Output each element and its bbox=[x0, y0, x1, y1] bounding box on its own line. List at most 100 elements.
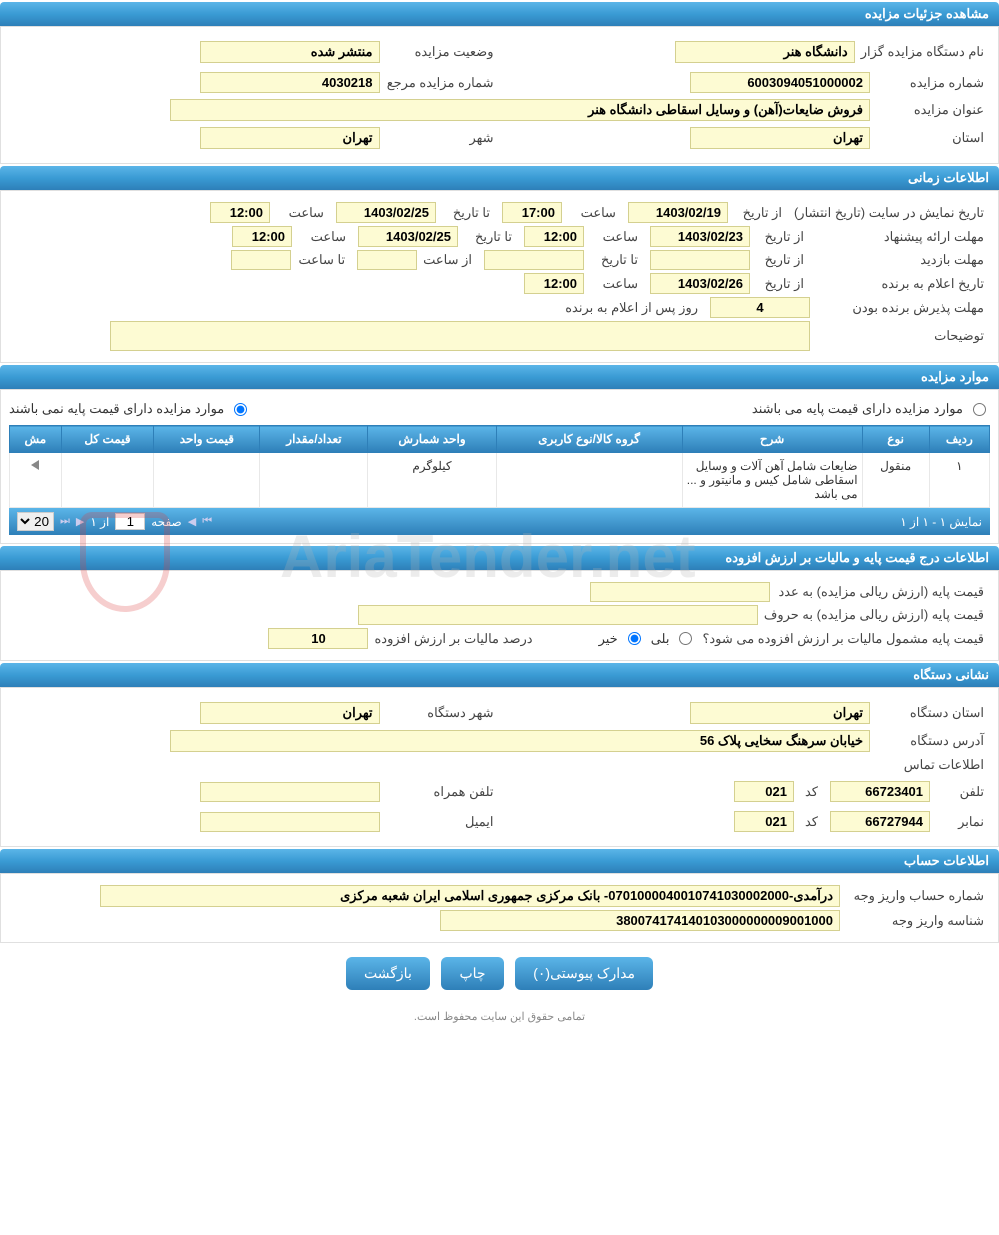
expand-icon[interactable] bbox=[31, 460, 39, 470]
province-value: تهران bbox=[690, 127, 870, 149]
table-header: گروه کالا/نوع کاربری bbox=[496, 426, 682, 453]
vat-pct-label: درصد مالیات بر ارزش افزوده bbox=[368, 629, 538, 649]
vat-pct-value: 10 bbox=[268, 628, 368, 649]
pager-display: نمایش ۱ - ۱ از ۱ bbox=[900, 515, 982, 529]
table-cell bbox=[496, 453, 682, 508]
items-table: ردیفنوعشرحگروه کالا/نوع کاربریواحد شمارش… bbox=[9, 425, 990, 535]
table-header: تعداد/مقدار bbox=[260, 426, 368, 453]
time-label-4: ساعت bbox=[292, 227, 352, 247]
pager-next-icon[interactable]: ▶ bbox=[76, 515, 84, 528]
pager-size-select[interactable]: 20 bbox=[17, 512, 54, 531]
pager-last-icon[interactable]: ⏭ bbox=[60, 515, 70, 528]
table-cell bbox=[154, 453, 260, 508]
phone-label: تلفن bbox=[930, 782, 990, 802]
vat-yes-radio[interactable] bbox=[679, 632, 692, 645]
vat-no-radio[interactable] bbox=[628, 632, 641, 645]
table-cell bbox=[260, 453, 368, 508]
bid-from-date: 1403/02/23 bbox=[650, 226, 750, 247]
phone-code-value: 021 bbox=[734, 781, 794, 802]
accept-suffix: روز پس از اعلام به برنده bbox=[559, 298, 704, 318]
radio-no-base[interactable] bbox=[234, 403, 247, 416]
to-date-label-2: تا تاریخ bbox=[458, 227, 518, 247]
pager: نمایش ۱ - ۱ از ۱ ⏮ ◀ صفحه از ۱ ▶ ⏭ 20 bbox=[9, 508, 990, 535]
table-cell: کیلوگرم bbox=[368, 453, 496, 508]
city-value: تهران bbox=[200, 127, 380, 149]
from-date-label-4: از تاریخ bbox=[750, 274, 810, 294]
from-date-label-1: از تاریخ bbox=[728, 203, 788, 223]
section-items-body: موارد مزایده دارای قیمت پایه می باشند مو… bbox=[0, 389, 999, 544]
from-date-label-3: از تاریخ bbox=[750, 250, 810, 270]
time-label-2: ساعت bbox=[270, 203, 330, 223]
phone-value: 66723401 bbox=[830, 781, 930, 802]
shenase-value: 380074174140103000000009001000 bbox=[440, 910, 840, 931]
table-cell: منقول bbox=[862, 453, 929, 508]
time-label-3: ساعت bbox=[584, 227, 644, 247]
vat-no-label: خیر bbox=[599, 631, 618, 647]
time-label-5: ساعت bbox=[584, 274, 644, 294]
pager-prev-icon[interactable]: ◀ bbox=[188, 515, 196, 528]
title-value: فروش ضایعات(آهن) و وسایل اسقاطی دانشگاه … bbox=[170, 99, 870, 121]
shenase-label: شناسه واریز وجه bbox=[840, 911, 990, 931]
pager-page-label: صفحه bbox=[151, 515, 181, 529]
pager-first-icon[interactable]: ⏮ bbox=[202, 515, 212, 528]
vat-q-label: قیمت پایه مشمول مالیات بر ارزش افزوده می… bbox=[696, 629, 990, 649]
pager-page-input[interactable] bbox=[115, 513, 145, 530]
section-account-header: اطلاعات حساب bbox=[0, 849, 999, 873]
bid-label: مهلت ارائه پیشنهاد bbox=[810, 227, 990, 247]
section-price-header: اطلاعات درج قیمت پایه و مالیات بر ارزش ا… bbox=[0, 546, 999, 570]
announce-label: تاریخ اعلام به برنده bbox=[810, 274, 990, 294]
addr-prov-value: تهران bbox=[690, 702, 870, 724]
section-address-body: استان دستگاه تهران شهر دستگاه تهران آدرس… bbox=[0, 687, 999, 847]
attachments-button[interactable]: مدارک پیوستی(۰) bbox=[515, 957, 653, 990]
desc-value bbox=[110, 321, 810, 351]
city-label: شهر bbox=[380, 128, 500, 148]
desc-label: توضیحات bbox=[810, 326, 990, 346]
status-label: وضعیت مزایده bbox=[380, 42, 500, 62]
org-label: نام دستگاه مزایده گزار bbox=[855, 42, 990, 62]
base-num-label: قیمت پایه (ارزش ریالی مزایده) به عدد bbox=[770, 582, 990, 602]
province-label: استان bbox=[870, 128, 990, 148]
from-date-label-2: از تاریخ bbox=[750, 227, 810, 247]
publish-from-date: 1403/02/19 bbox=[628, 202, 728, 223]
radio-no-base-label: موارد مزایده دارای قیمت پایه نمی باشند bbox=[9, 401, 224, 417]
radio-has-base[interactable] bbox=[973, 403, 986, 416]
table-cell: ١ bbox=[929, 453, 989, 508]
section-timing-body: تاریخ نمایش در سایت (تاریخ انتشار) از تا… bbox=[0, 190, 999, 363]
announce-time: 12:00 bbox=[524, 273, 584, 294]
email-label: ایمیل bbox=[380, 812, 500, 832]
table-header: مش bbox=[10, 426, 62, 453]
announce-date: 1403/02/26 bbox=[650, 273, 750, 294]
to-date-label-1: تا تاریخ bbox=[436, 203, 496, 223]
section-price-body: قیمت پایه (ارزش ریالی مزایده) به عدد قیم… bbox=[0, 570, 999, 661]
fax-code-value: 021 bbox=[734, 811, 794, 832]
visit-to-time bbox=[231, 250, 291, 270]
base-txt-value bbox=[358, 605, 758, 625]
email-value bbox=[200, 812, 380, 832]
ref-no-value: 4030218 bbox=[200, 72, 380, 93]
contact-title: اطلاعات تماس bbox=[870, 755, 990, 775]
table-cell bbox=[61, 453, 154, 508]
bid-from-time: 12:00 bbox=[524, 226, 584, 247]
fax-value: 66727944 bbox=[830, 811, 930, 832]
to-time-label: تا ساعت bbox=[291, 250, 351, 270]
table-cell: ضایعات شامل آهن آلات و وسایل اسقاطی شامل… bbox=[682, 453, 862, 508]
table-row: ١منقولضایعات شامل آهن آلات و وسایل اسقاط… bbox=[10, 453, 990, 508]
title-label: عنوان مزایده bbox=[870, 100, 990, 120]
phone-code-label: کد bbox=[794, 782, 824, 802]
visit-to-date bbox=[484, 250, 584, 270]
fax-code-label: کد bbox=[794, 812, 824, 832]
section-address-header: نشانی دستگاه bbox=[0, 663, 999, 687]
visit-from-time bbox=[357, 250, 417, 270]
auction-no-label: شماره مزایده bbox=[870, 73, 990, 93]
auction-no-value: 6003094051000002 bbox=[690, 72, 870, 93]
addr-prov-label: استان دستگاه bbox=[870, 703, 990, 723]
section-timing-header: اطلاعات زمانی bbox=[0, 166, 999, 190]
mobile-value bbox=[200, 782, 380, 802]
table-cell-action[interactable] bbox=[10, 453, 62, 508]
acc-value: درآمدی-0701000040010741030002000- بانک م… bbox=[100, 885, 840, 907]
publish-to-date: 1403/02/25 bbox=[336, 202, 436, 223]
print-button[interactable]: چاپ bbox=[441, 957, 503, 990]
mobile-label: تلفن همراه bbox=[380, 782, 500, 802]
status-value: منتشر شده bbox=[200, 41, 380, 63]
back-button[interactable]: بازگشت bbox=[346, 957, 430, 990]
